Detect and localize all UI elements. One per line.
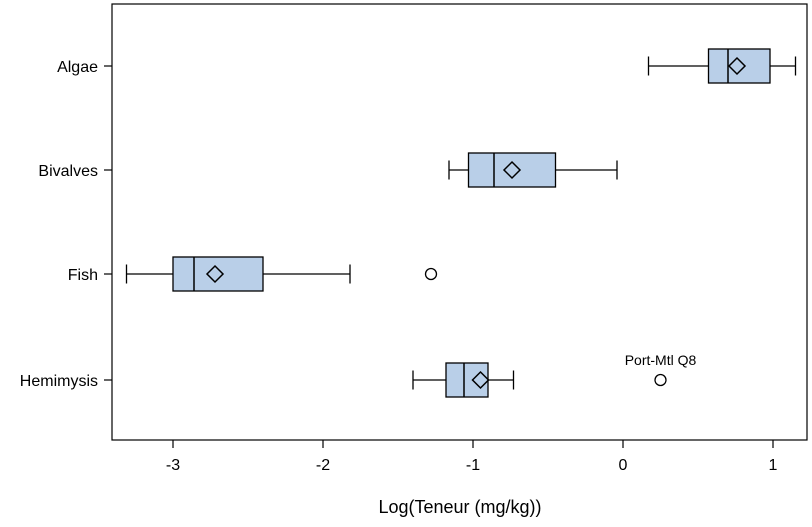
category-label: Hemimysis xyxy=(20,373,98,390)
mean-marker xyxy=(502,160,522,180)
iqr-box xyxy=(467,152,557,188)
outlier-label: Port-Mtl Q8 xyxy=(625,352,697,368)
x-tick-label: -2 xyxy=(316,457,330,474)
x-tick-label: 0 xyxy=(619,457,628,474)
mean-marker xyxy=(471,370,490,390)
category-label: Fish xyxy=(68,267,98,284)
boxes-layer: Port-Mtl Q8 xyxy=(125,48,797,398)
box-group-fish xyxy=(125,256,438,292)
outlier-point xyxy=(654,373,667,387)
x-tick-label: 1 xyxy=(769,457,778,474)
iqr-box xyxy=(445,362,489,398)
category-label: Algae xyxy=(57,59,98,76)
mean-marker xyxy=(727,56,747,76)
box-group-bivalves xyxy=(448,152,618,188)
box-group-hemimysis: Port-Mtl Q8 xyxy=(412,352,697,398)
iqr-box xyxy=(707,48,771,84)
category-labels: Algae Bivalves Fish Hemimysis xyxy=(20,59,112,390)
box-group-algae xyxy=(647,48,797,84)
mean-marker xyxy=(205,264,225,284)
outlier-point xyxy=(424,267,438,281)
category-label: Bivalves xyxy=(38,163,98,180)
plot-frame xyxy=(111,3,808,441)
iqr-box xyxy=(172,256,264,292)
x-tick-label: -3 xyxy=(166,457,180,474)
x-axis-ticks: -3 -2 -1 0 1 xyxy=(166,440,778,474)
x-axis-title: Log(Teneur (mg/kg)) xyxy=(378,497,541,517)
x-tick-label: -1 xyxy=(466,457,480,474)
